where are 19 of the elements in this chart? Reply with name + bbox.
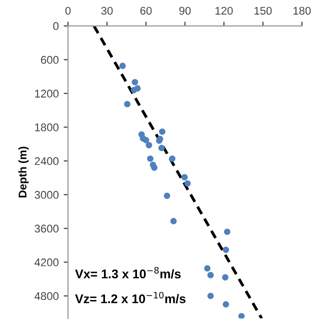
x-tick-label: 180 <box>294 6 311 15</box>
x-tick-label: 30 <box>101 6 113 15</box>
y-axis-title: Depth (m) <box>18 146 29 198</box>
x-tick-label: 120 <box>216 6 233 15</box>
x-tick-label: 90 <box>179 6 191 15</box>
y-tick-label: 3000 <box>34 190 59 199</box>
annotation: Vz= 1.2 x 10$^{−10}$m/s <box>75 292 186 304</box>
y-tick-label: 1800 <box>35 123 59 132</box>
y-tick-label: 0 <box>53 22 59 30</box>
y-tick-label: 1200 <box>35 90 59 98</box>
x-tick-label: 60 <box>140 6 152 15</box>
x-tick-label: 0 <box>65 6 71 15</box>
y-tick-label: 2400 <box>34 157 59 166</box>
y-tick-label: 600 <box>41 56 59 64</box>
annotation: Vx= 1.3 x 10$^{−8}$m/s <box>75 266 181 278</box>
x-tick-label: 150 <box>254 6 272 15</box>
y-tick-label: 4200 <box>34 258 59 266</box>
y-tick-label: 3600 <box>34 224 59 233</box>
y-tick-label: 4800 <box>34 292 59 300</box>
